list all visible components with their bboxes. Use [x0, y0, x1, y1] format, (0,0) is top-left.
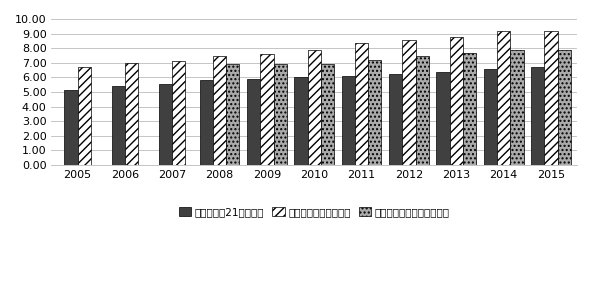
Bar: [321, 64, 334, 165]
Bar: [463, 53, 476, 165]
Bar: [389, 74, 403, 165]
Bar: [308, 50, 321, 165]
Bar: [159, 84, 172, 165]
Bar: [172, 61, 185, 165]
Bar: [544, 32, 558, 165]
Bar: [260, 54, 274, 165]
Bar: [112, 86, 125, 165]
Bar: [294, 77, 308, 165]
Bar: [247, 79, 260, 165]
Bar: [558, 50, 571, 165]
Bar: [484, 69, 497, 165]
Bar: [200, 80, 213, 165]
Bar: [436, 72, 450, 165]
Bar: [510, 50, 523, 165]
Bar: [450, 36, 463, 165]
Legend: 最低賃金（21歳以上）, 生活賃金（ロンドン）, 生活賃金（ロンドン以外）: 最低賃金（21歳以上）, 生活賃金（ロンドン）, 生活賃金（ロンドン以外）: [175, 203, 453, 221]
Bar: [403, 40, 416, 165]
Bar: [65, 91, 78, 165]
Bar: [78, 67, 91, 165]
Bar: [226, 64, 239, 165]
Bar: [531, 67, 544, 165]
Bar: [368, 60, 381, 165]
Bar: [355, 43, 368, 165]
Bar: [213, 56, 226, 165]
Bar: [416, 56, 429, 165]
Bar: [125, 63, 138, 165]
Bar: [497, 32, 510, 165]
Bar: [342, 76, 355, 165]
Bar: [274, 64, 287, 165]
